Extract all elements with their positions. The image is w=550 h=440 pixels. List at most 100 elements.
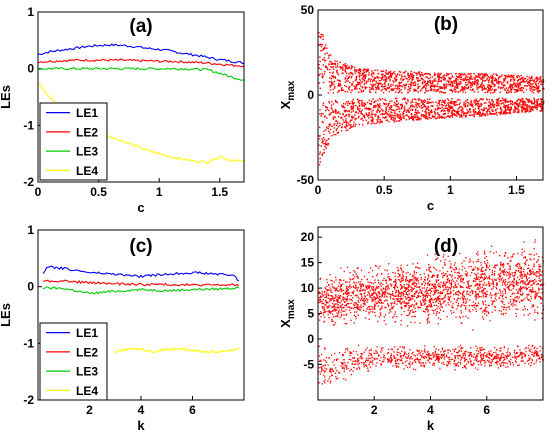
data-point (439, 76, 442, 79)
data-point (351, 115, 353, 117)
data-point (384, 290, 386, 293)
data-point (431, 358, 433, 360)
data-point (374, 265, 377, 267)
data-point (511, 75, 513, 78)
data-point (331, 375, 333, 377)
data-point (429, 357, 431, 359)
data-point (370, 294, 372, 296)
data-point (411, 104, 413, 106)
data-point (397, 73, 399, 75)
data-point (514, 89, 517, 91)
data-point (442, 100, 444, 102)
data-point (388, 279, 391, 281)
data-point (517, 292, 520, 294)
data-point (473, 353, 475, 355)
data-point (348, 115, 350, 118)
data-point (471, 272, 473, 274)
data-point (521, 104, 524, 106)
data-point (526, 110, 528, 112)
data-point (409, 90, 411, 92)
data-point (410, 70, 412, 73)
data-point (422, 101, 424, 103)
data-point (370, 311, 372, 313)
data-point (374, 311, 376, 314)
data-point (503, 84, 505, 86)
data-point (332, 370, 335, 372)
data-point (478, 276, 480, 278)
data-point (476, 358, 478, 360)
data-point (421, 83, 424, 85)
data-point (510, 102, 512, 105)
data-point (443, 101, 446, 103)
data-point (502, 295, 504, 297)
data-point (504, 89, 506, 91)
data-point (333, 364, 335, 366)
data-point (399, 300, 401, 302)
data-point (494, 77, 496, 79)
data-point (360, 307, 362, 309)
data-point (449, 107, 451, 110)
data-point (330, 371, 332, 373)
data-point (439, 286, 442, 288)
data-point (378, 291, 380, 293)
data-point (382, 361, 385, 363)
data-point (488, 351, 490, 353)
data-point (473, 306, 476, 309)
data-point (455, 101, 457, 103)
data-point (431, 298, 433, 300)
data-point (492, 301, 494, 303)
data-point (450, 290, 452, 292)
data-point (537, 98, 540, 100)
data-point (517, 86, 520, 88)
data-point (420, 73, 422, 76)
data-point (347, 349, 349, 351)
data-point (356, 81, 359, 83)
data-point (328, 132, 331, 134)
data-point (370, 87, 372, 90)
data-point (361, 74, 363, 77)
data-point (537, 105, 539, 107)
data-point (350, 119, 352, 121)
data-point (373, 357, 375, 360)
data-point (533, 98, 536, 101)
data-point (388, 276, 390, 278)
data-point (347, 292, 349, 294)
data-point (484, 257, 486, 259)
data-point (370, 119, 372, 121)
data-point (345, 379, 347, 381)
data-point (470, 100, 472, 102)
data-point (440, 77, 443, 79)
data-point (392, 89, 394, 91)
data-point (337, 315, 339, 318)
data-point (472, 106, 474, 108)
data-point (427, 101, 429, 103)
data-point (512, 86, 514, 89)
data-point (531, 284, 533, 286)
data-point (406, 287, 408, 289)
data-point (429, 77, 431, 79)
data-point (428, 294, 430, 296)
data-point (423, 86, 425, 89)
data-point (381, 292, 383, 295)
data-point (483, 252, 486, 254)
data-point (425, 305, 428, 308)
data-point (365, 80, 368, 83)
data-point (321, 153, 323, 156)
data-point (413, 295, 416, 297)
data-point (507, 74, 510, 76)
data-point (368, 350, 370, 352)
data-point (408, 76, 410, 79)
data-point (374, 303, 376, 305)
data-point (517, 80, 520, 82)
data-point (493, 356, 496, 358)
data-point (388, 263, 390, 265)
data-point (323, 130, 325, 132)
data-point (412, 311, 414, 313)
data-point (474, 112, 476, 114)
data-point (424, 291, 426, 293)
data-point (539, 358, 541, 360)
data-point (484, 292, 487, 294)
data-point (441, 99, 444, 101)
data-point (330, 65, 332, 68)
data-point (388, 278, 391, 280)
